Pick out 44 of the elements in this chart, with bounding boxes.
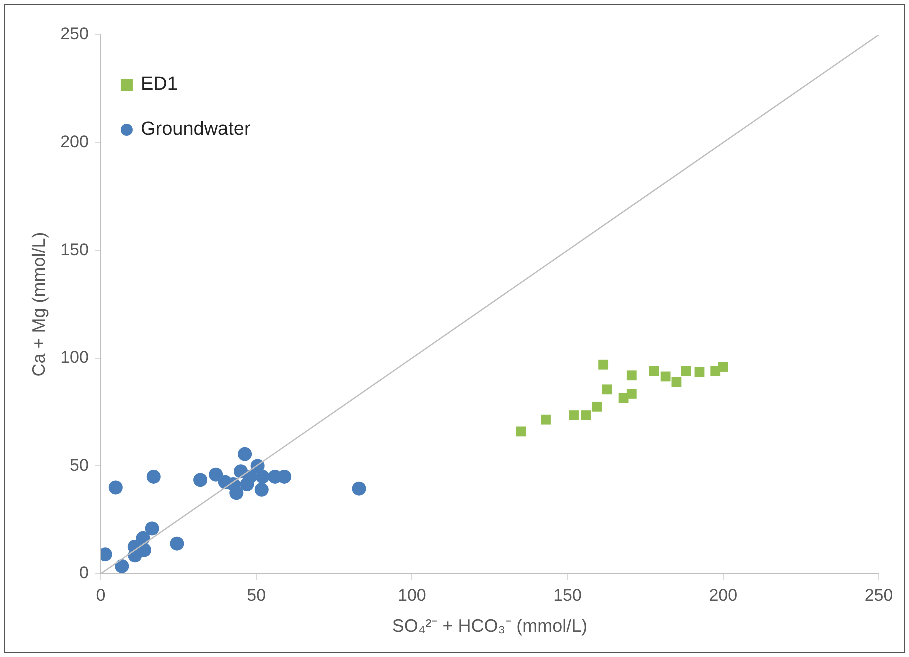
x-tick-label: 100 bbox=[398, 586, 426, 605]
x-tick-label: 50 bbox=[247, 586, 266, 605]
point bbox=[569, 410, 579, 420]
point bbox=[694, 367, 705, 378]
point bbox=[541, 414, 551, 425]
point bbox=[278, 470, 292, 484]
point bbox=[626, 389, 637, 399]
x-tick-label: 250 bbox=[864, 586, 894, 605]
point bbox=[660, 372, 671, 382]
point bbox=[194, 473, 208, 488]
legend-label: Groundwater bbox=[140, 119, 252, 140]
y-tick-label: 250 bbox=[60, 24, 89, 44]
point bbox=[598, 360, 609, 370]
legend-label: ED1 bbox=[140, 74, 178, 96]
point bbox=[626, 370, 637, 381]
point bbox=[240, 478, 254, 492]
point bbox=[582, 410, 592, 420]
y-tick-label: 100 bbox=[60, 348, 89, 368]
y-tick-label: 200 bbox=[60, 132, 89, 152]
x-axis-title: SO₄²⁻ + HCO₃⁻ (mmol/L) bbox=[392, 616, 588, 636]
y-tick-label: 0 bbox=[79, 564, 89, 583]
point bbox=[718, 362, 728, 372]
point bbox=[681, 366, 691, 376]
point bbox=[602, 384, 612, 395]
point bbox=[592, 402, 602, 412]
point bbox=[146, 470, 161, 484]
y-tick-label: 50 bbox=[70, 456, 89, 475]
x-tick-label: 150 bbox=[554, 586, 582, 605]
point bbox=[209, 468, 224, 482]
y-axis-title: Ca + Mg (mmol/L) bbox=[28, 232, 49, 377]
point bbox=[170, 536, 184, 551]
point bbox=[672, 377, 682, 388]
y-tick-label: 150 bbox=[60, 240, 89, 260]
point bbox=[238, 447, 252, 462]
point bbox=[352, 482, 366, 496]
point bbox=[115, 559, 130, 574]
point bbox=[649, 366, 660, 376]
point bbox=[516, 426, 526, 437]
x-tick-label: 0 bbox=[96, 586, 106, 605]
x-tick-label: 200 bbox=[709, 586, 738, 605]
point bbox=[256, 470, 270, 484]
point bbox=[145, 522, 160, 536]
point bbox=[254, 482, 269, 497]
point bbox=[108, 480, 123, 495]
